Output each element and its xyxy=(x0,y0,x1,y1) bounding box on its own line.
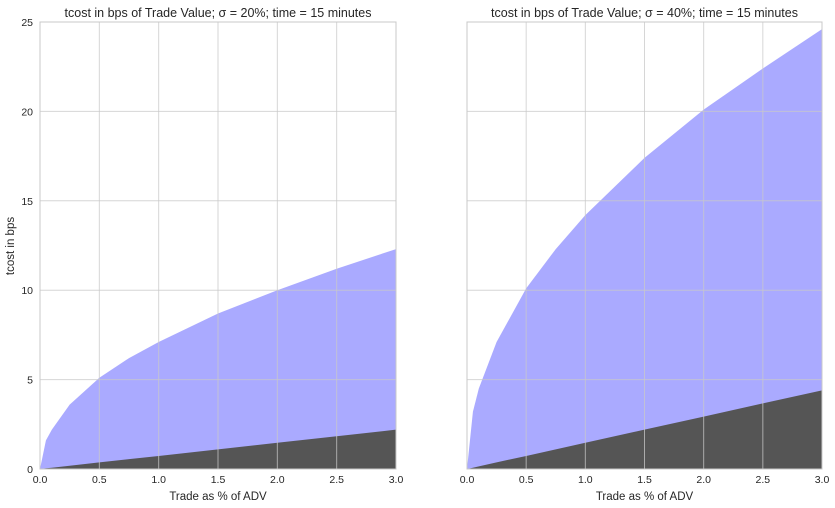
left-chart-panel: 0.0 0.5 1.0 1.5 2.0 2.5 3.0 0 5 10 15 20 25 Trade as … xyxy=(21,6,403,503)
x-tick-label: 1.5 xyxy=(637,474,652,486)
y-tick-label: 10 xyxy=(21,285,33,297)
x-tick-label: 3.0 xyxy=(815,474,830,486)
y-tick-label: 15 xyxy=(21,196,33,208)
y-tick-label: 25 xyxy=(21,17,33,29)
x-tick-label: 0.5 xyxy=(519,474,534,486)
right-chart-panel: 0.0 0.5 1.0 1.5 2.0 2.5 3.0 Trade as % of ADV tc… xyxy=(460,6,830,503)
y-axis-title: tcost in bps xyxy=(5,217,17,275)
x-tick-label: 2.5 xyxy=(756,474,771,486)
x-axis-title: Trade as % of ADV xyxy=(596,491,694,503)
x-tick-label: 2.0 xyxy=(270,474,285,486)
y-tick-label: 0 xyxy=(27,464,33,476)
y-tick-label: 20 xyxy=(21,106,33,118)
x-tick-label: 0.0 xyxy=(33,474,48,486)
x-tick-label: 1.0 xyxy=(578,474,593,486)
x-tick-label: 1.5 xyxy=(211,474,226,486)
x-tick-label: 3.0 xyxy=(389,474,404,486)
x-axis-title: Trade as % of ADV xyxy=(169,491,267,503)
x-tick-label: 2.5 xyxy=(329,474,344,486)
x-tick-label: 2.0 xyxy=(696,474,711,486)
x-tick-label: 0.5 xyxy=(92,474,107,486)
x-tick-label: 1.0 xyxy=(151,474,166,486)
plot-frame xyxy=(39,21,397,470)
y-tick-label: 5 xyxy=(27,375,33,387)
plot-frame xyxy=(466,21,823,470)
chart-title: tcost in bps of Trade Value; σ = 20%; ti… xyxy=(65,6,372,20)
chart-title: tcost in bps of Trade Value; σ = 40%; ti… xyxy=(491,6,798,20)
x-tick-label: 0.0 xyxy=(460,474,475,486)
